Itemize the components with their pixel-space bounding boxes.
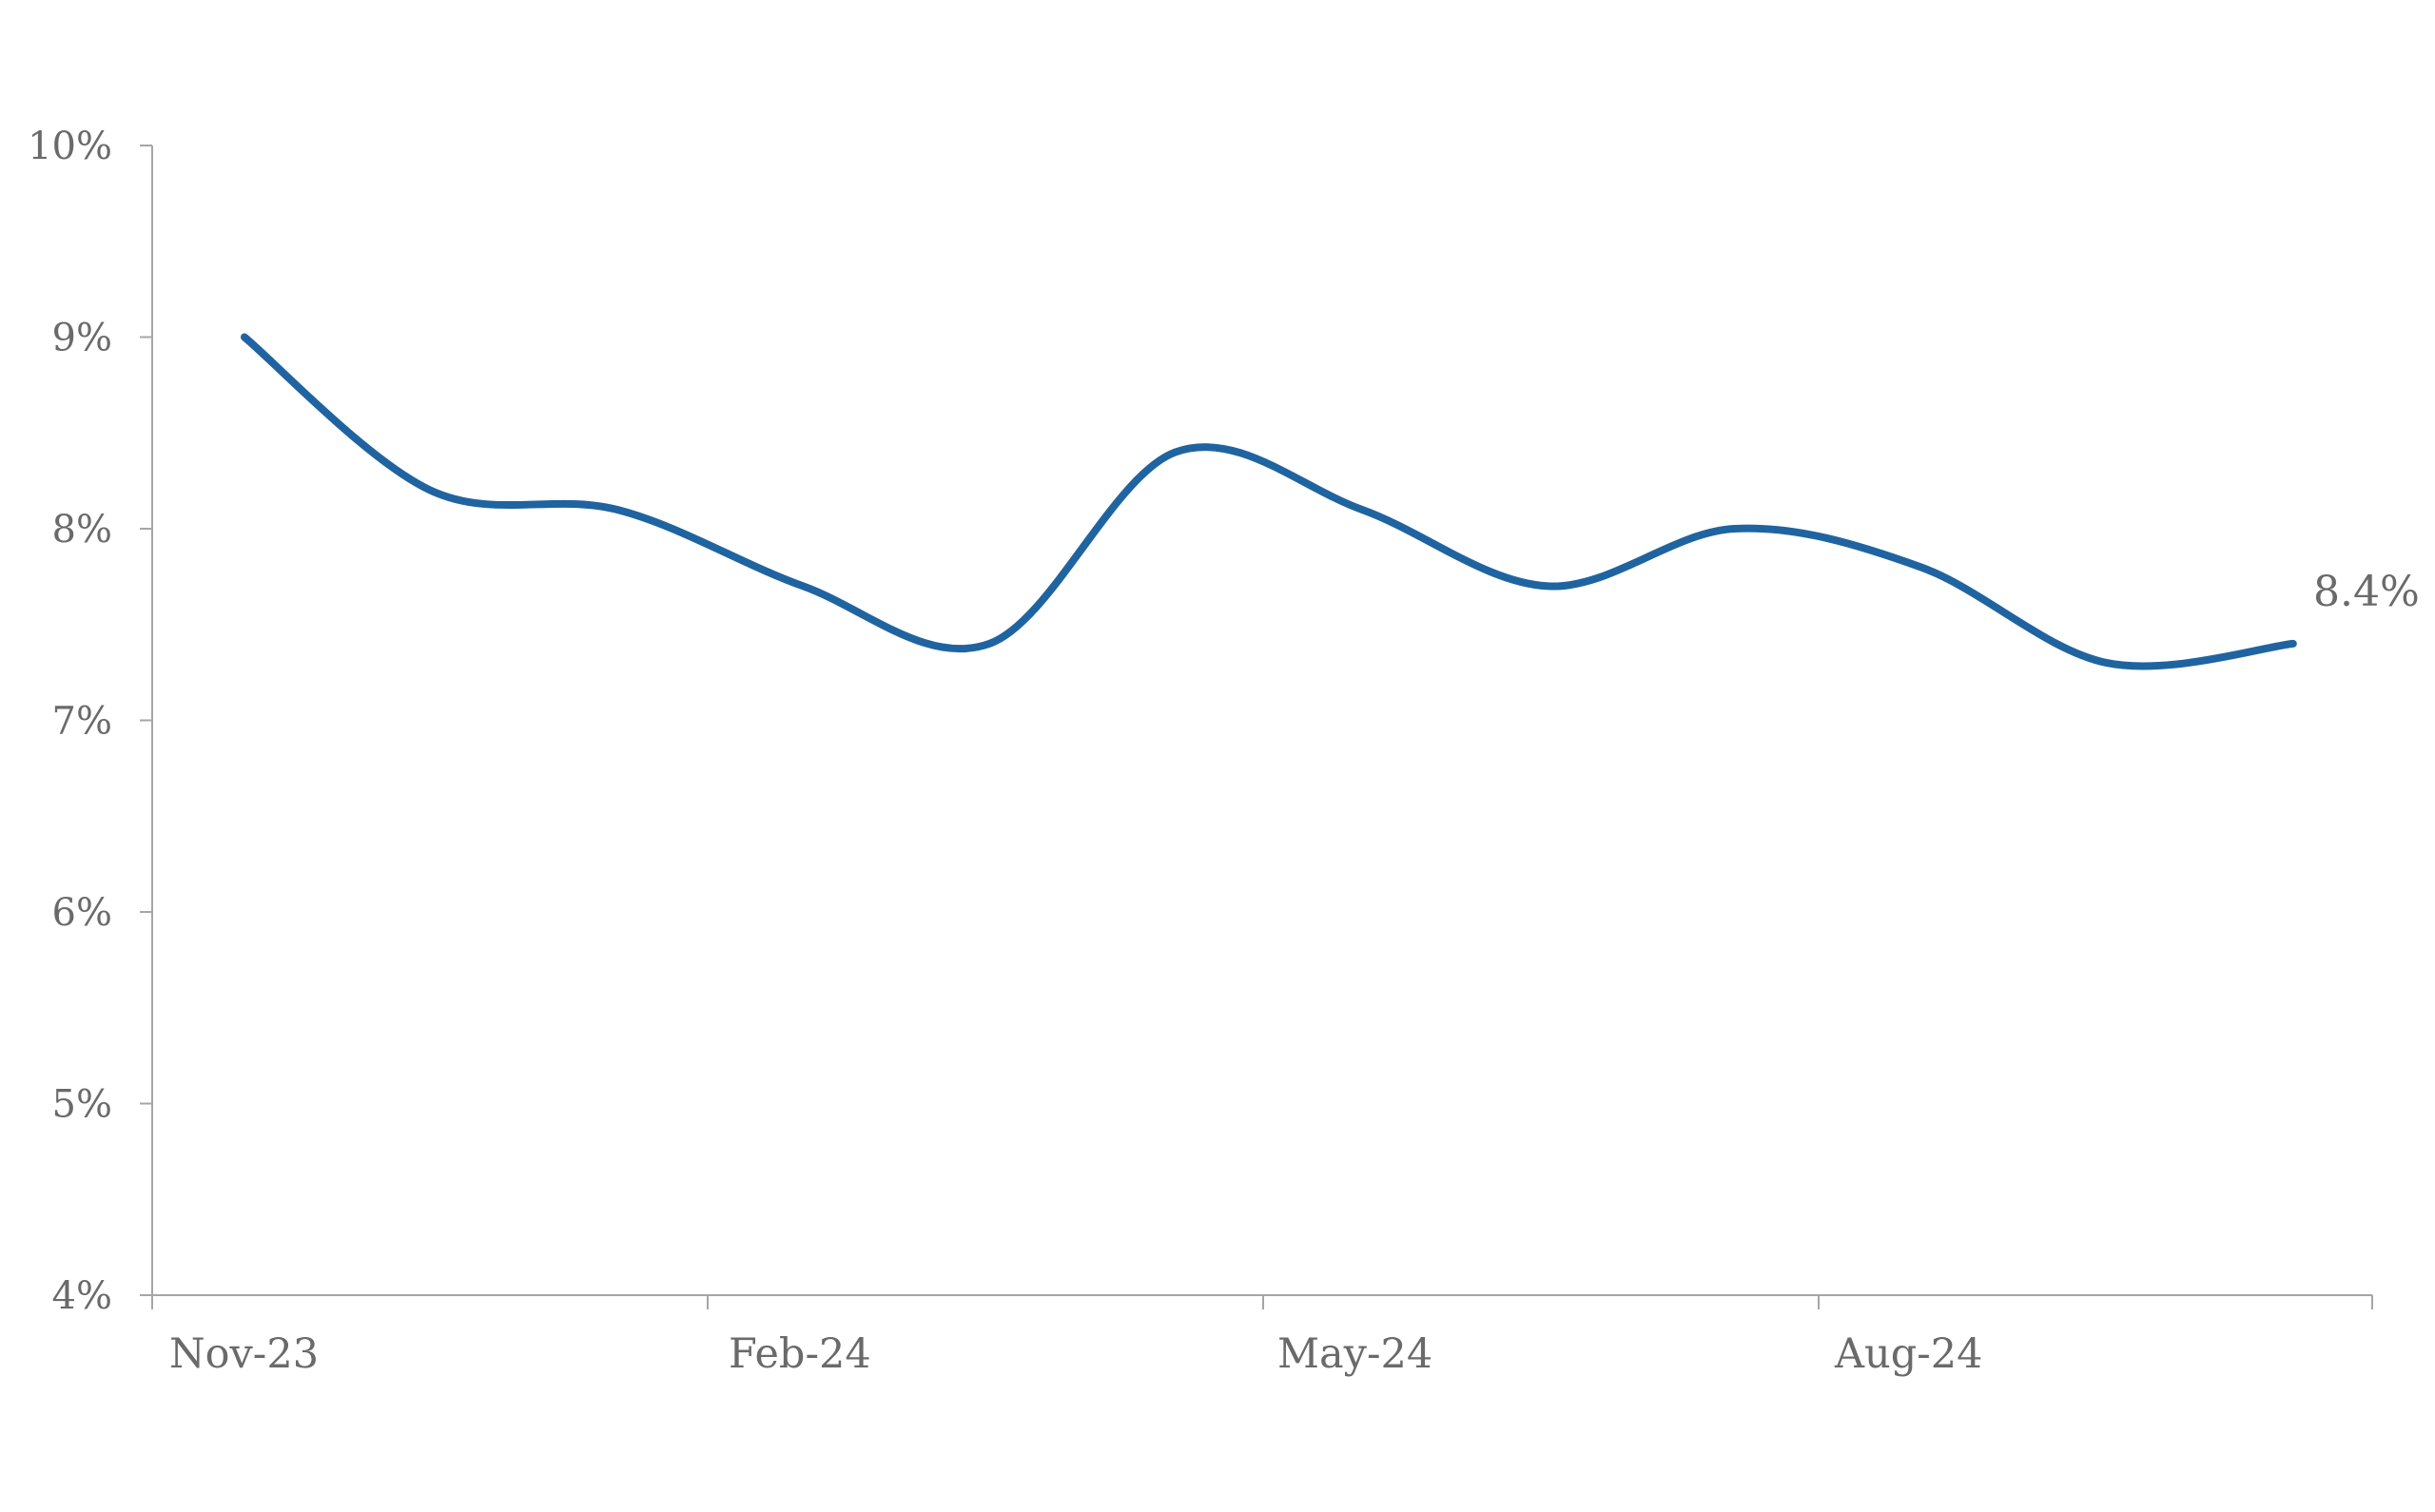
y-tick-label: 7% [52, 700, 112, 744]
y-tick-label: 10% [28, 125, 112, 168]
y-tick-label: 8% [52, 508, 112, 552]
x-tick-label: Aug-24 [1834, 1330, 1983, 1378]
y-tick-label: 4% [52, 1274, 112, 1318]
y-axis-ticks: 4% 5% 6% 7% 8% 9% 10% [28, 125, 152, 1318]
x-tick-label: May-24 [1277, 1330, 1432, 1378]
axes [151, 145, 2372, 1296]
y-tick-label: 6% [52, 891, 112, 935]
series-group [241, 333, 2297, 670]
series-line [241, 333, 2297, 670]
x-axis-ticks: Nov-23 Feb-24 May-24 Aug-24 [151, 1295, 2373, 1378]
end-value-label: 8.4% [2313, 568, 2420, 616]
y-tick-label: 5% [52, 1083, 112, 1127]
y-tick-label: 9% [52, 317, 112, 360]
x-tick-label: Nov-23 [169, 1330, 319, 1378]
x-tick-label: Feb-24 [729, 1330, 871, 1378]
